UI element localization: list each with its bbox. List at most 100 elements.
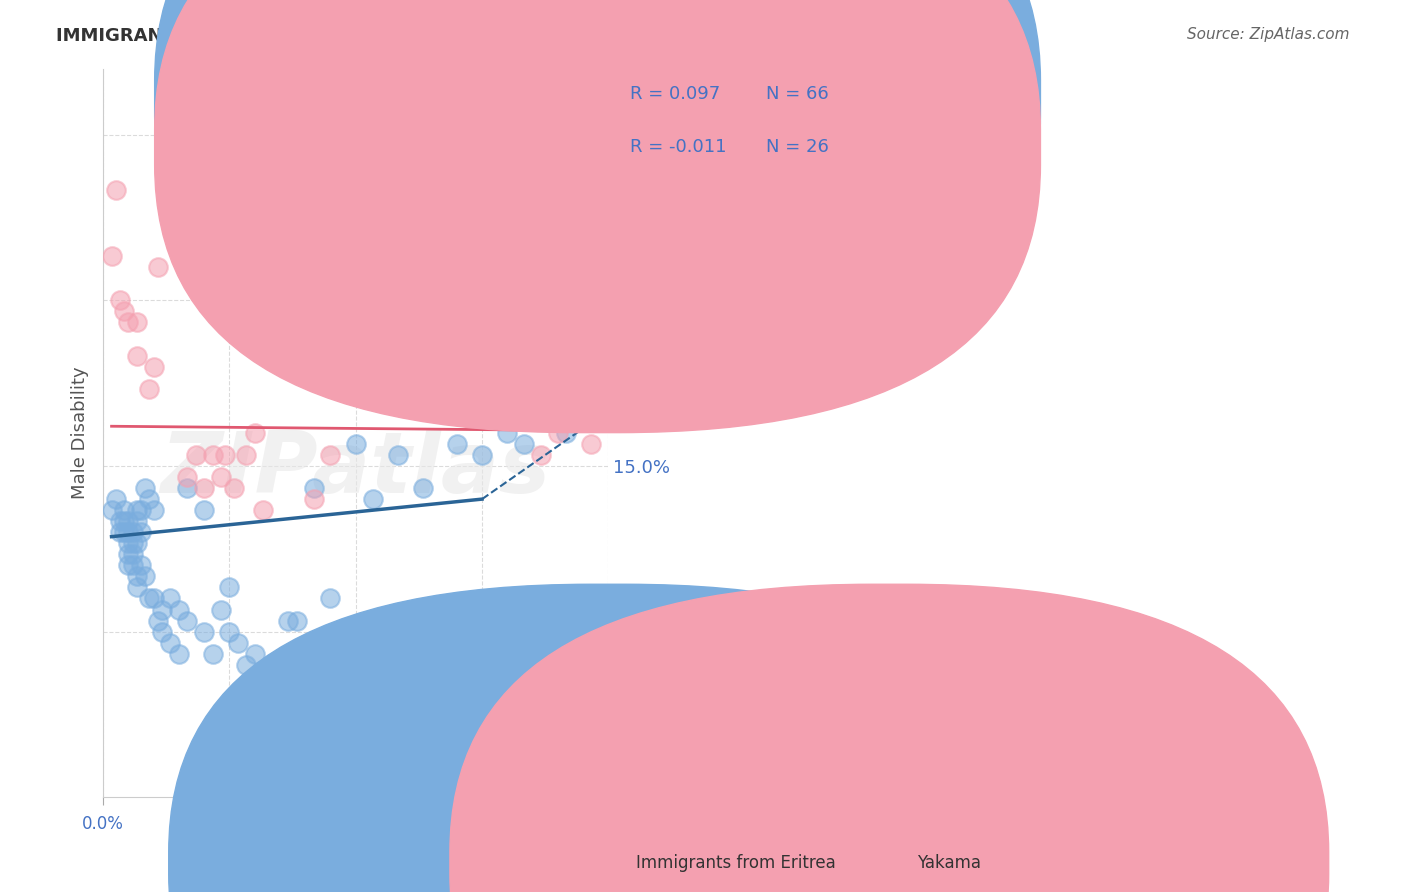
Point	[125, 316, 148, 330]
Point	[129, 558, 152, 573]
Point	[108, 525, 131, 540]
Point	[589, 392, 612, 407]
Point	[121, 525, 143, 540]
Point	[496, 425, 519, 440]
Text: ZIPatlas: ZIPatlas	[160, 428, 551, 511]
Point	[117, 525, 139, 540]
Point	[176, 470, 198, 484]
Point	[150, 624, 173, 639]
Point	[112, 503, 135, 517]
Point	[125, 536, 148, 550]
Point	[112, 525, 135, 540]
Point	[142, 359, 165, 374]
Point	[176, 614, 198, 628]
Point	[471, 448, 494, 462]
Point	[138, 382, 160, 396]
Point	[108, 293, 131, 308]
Point	[125, 581, 148, 595]
Point	[104, 183, 127, 197]
Point	[235, 657, 257, 672]
Point	[117, 514, 139, 528]
Point	[530, 448, 553, 462]
Point	[201, 647, 224, 661]
Point	[159, 635, 181, 649]
Point	[370, 117, 392, 131]
Point	[146, 260, 169, 275]
Point	[129, 525, 152, 540]
Point	[344, 437, 367, 451]
Text: N = 66: N = 66	[766, 85, 830, 103]
Point	[159, 591, 181, 606]
Y-axis label: Male Disability: Male Disability	[72, 367, 89, 500]
Point	[193, 624, 215, 639]
Text: N = 26: N = 26	[766, 138, 830, 156]
Point	[538, 415, 561, 429]
Point	[112, 514, 135, 528]
Point	[142, 503, 165, 517]
Point	[222, 481, 245, 495]
Text: Immigrants from Eritrea: Immigrants from Eritrea	[636, 855, 835, 872]
Point	[412, 481, 434, 495]
Point	[555, 425, 578, 440]
Text: R = -0.011: R = -0.011	[630, 138, 727, 156]
Point	[125, 349, 148, 363]
Point	[117, 316, 139, 330]
Point	[361, 492, 384, 507]
Point	[125, 569, 148, 583]
Point	[193, 503, 215, 517]
Point	[108, 514, 131, 528]
Text: Source: ZipAtlas.com: Source: ZipAtlas.com	[1187, 27, 1350, 42]
Point	[138, 591, 160, 606]
Point	[218, 581, 240, 595]
Point	[100, 503, 122, 517]
Point	[176, 481, 198, 495]
Point	[387, 448, 409, 462]
Text: R = 0.097: R = 0.097	[630, 85, 720, 103]
Point	[235, 448, 257, 462]
Text: Yakama: Yakama	[917, 855, 981, 872]
Text: 60.0%: 60.0%	[893, 815, 945, 833]
Point	[214, 448, 236, 462]
Point	[117, 547, 139, 561]
Point	[167, 647, 190, 661]
Point	[226, 635, 249, 649]
Point	[302, 481, 325, 495]
Point	[302, 492, 325, 507]
Point	[167, 602, 190, 616]
Point	[581, 437, 603, 451]
Text: 0.0%: 0.0%	[82, 815, 124, 833]
Point	[129, 503, 152, 517]
Point	[319, 591, 342, 606]
Point	[134, 569, 156, 583]
Point	[252, 503, 274, 517]
Point	[209, 470, 232, 484]
Text: IMMIGRANTS FROM ERITREA VS YAKAMA MALE DISABILITY CORRELATION CHART: IMMIGRANTS FROM ERITREA VS YAKAMA MALE D…	[56, 27, 870, 45]
Point	[150, 602, 173, 616]
Point	[547, 425, 569, 440]
Point	[146, 614, 169, 628]
Point	[121, 536, 143, 550]
Point	[243, 425, 266, 440]
Point	[184, 448, 207, 462]
Point	[138, 492, 160, 507]
Point	[218, 624, 240, 639]
Point	[125, 503, 148, 517]
Point	[121, 547, 143, 561]
Point	[121, 558, 143, 573]
Point	[142, 591, 165, 606]
Point	[193, 481, 215, 495]
Point	[285, 614, 308, 628]
Point	[277, 614, 299, 628]
Point	[260, 669, 283, 683]
Point	[572, 404, 595, 418]
Point	[117, 558, 139, 573]
Point	[100, 249, 122, 263]
Point	[134, 481, 156, 495]
Point	[319, 448, 342, 462]
Point	[201, 448, 224, 462]
Point	[104, 492, 127, 507]
Point	[112, 304, 135, 318]
Point	[243, 647, 266, 661]
Point	[125, 514, 148, 528]
Point	[269, 657, 291, 672]
